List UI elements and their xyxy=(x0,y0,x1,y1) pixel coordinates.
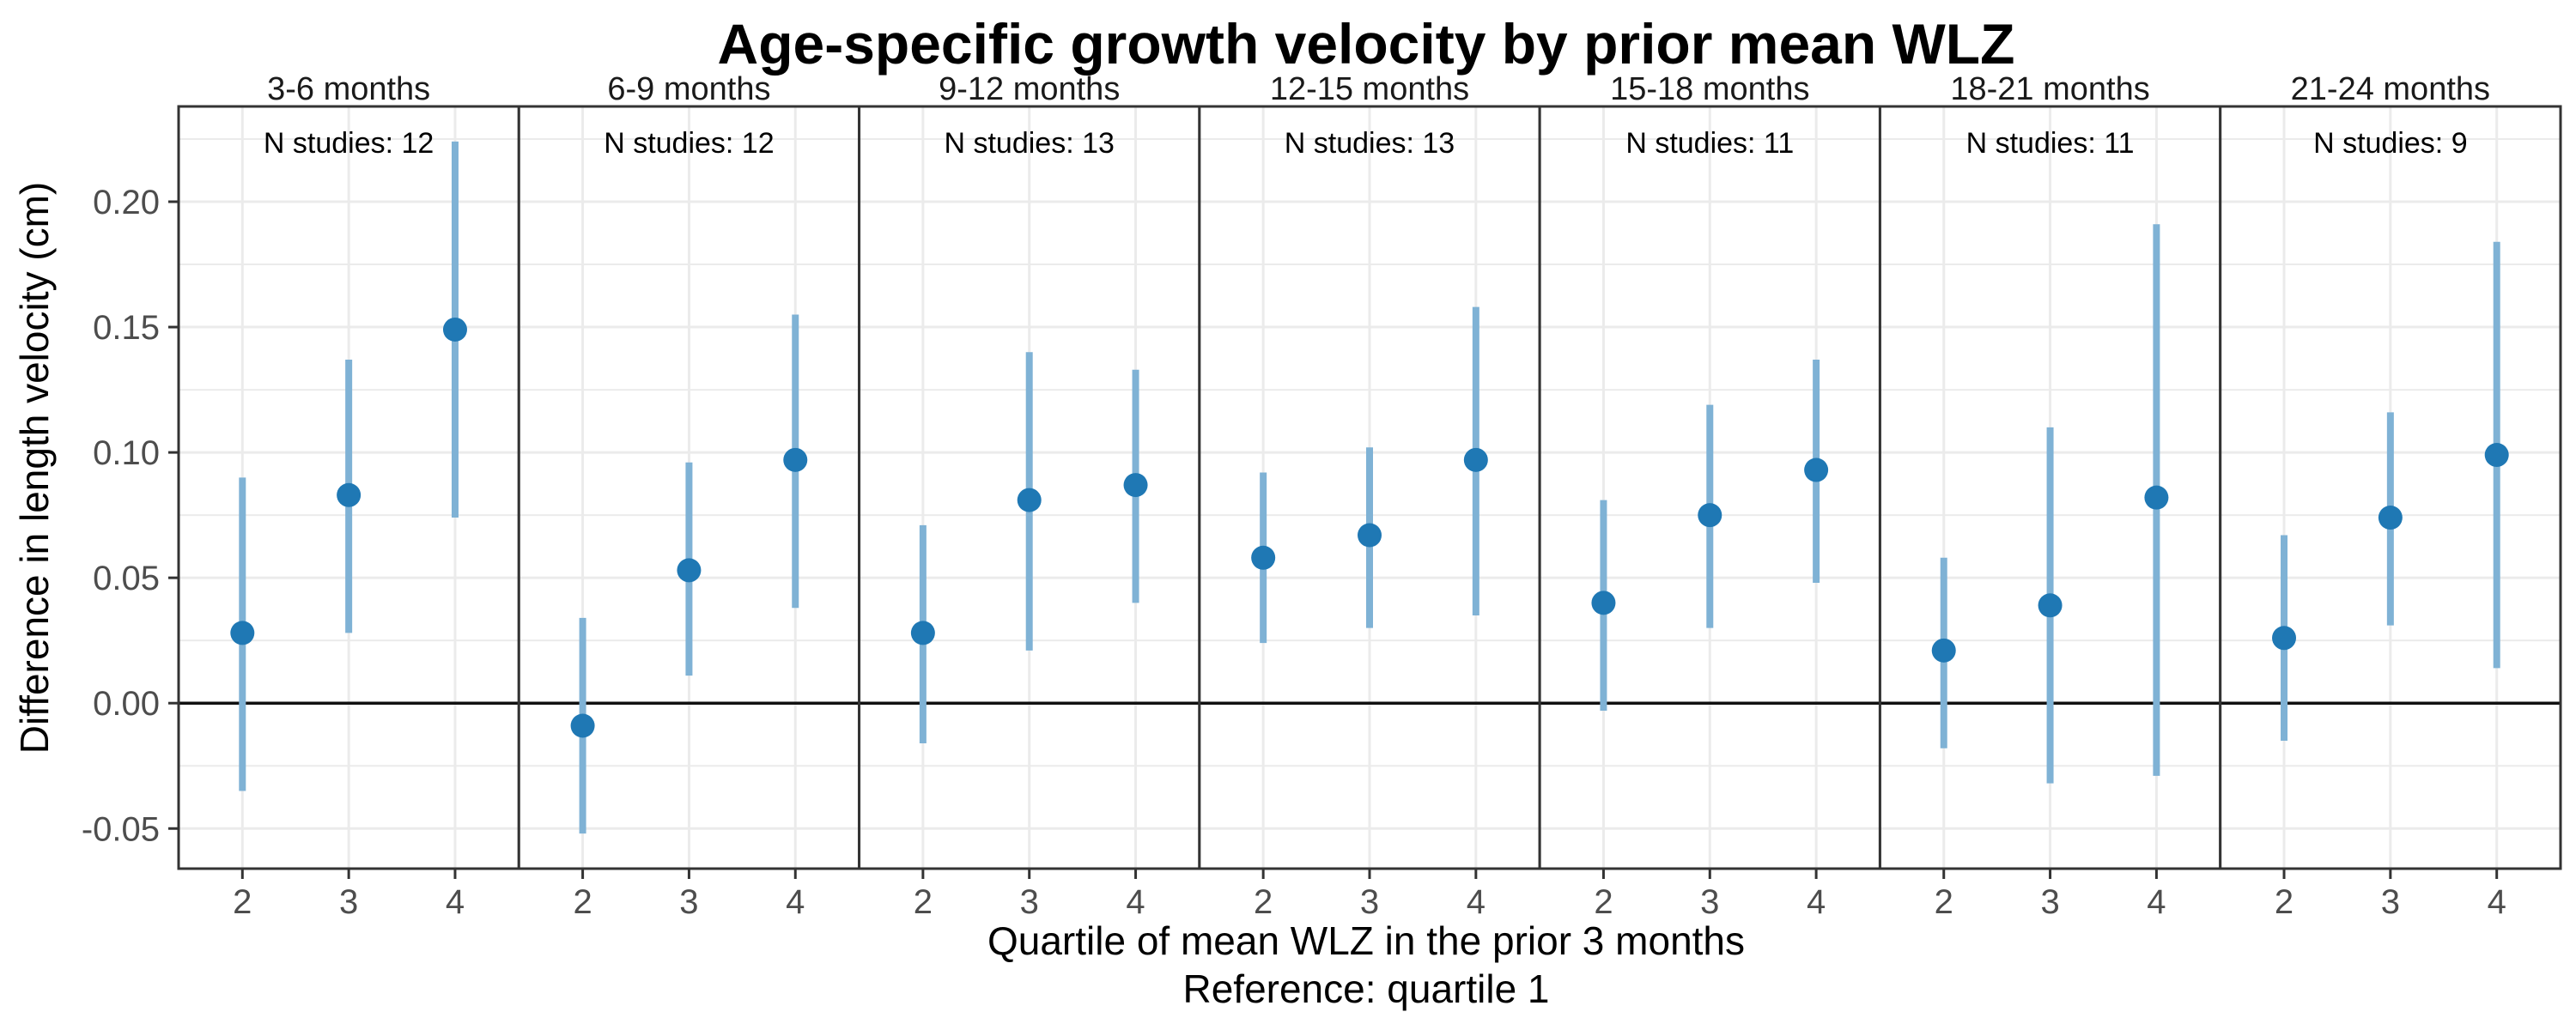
estimate-point xyxy=(2378,506,2403,530)
x-axis-label-reference: Reference: quartile 1 xyxy=(1182,966,1549,1011)
estimate-point xyxy=(1463,447,1488,472)
n-studies-annotation: N studies: 13 xyxy=(944,127,1114,160)
y-axis-label: Difference in length velocity (cm) xyxy=(12,182,57,754)
x-tick-label: 3 xyxy=(2381,883,2400,921)
estimate-point xyxy=(1358,523,1382,548)
facet-panel: N studies: 11 15-18 months 2 3 4 xyxy=(1538,71,1881,921)
x-tick-label: 2 xyxy=(1254,883,1273,921)
x-tick-label: 2 xyxy=(573,883,592,921)
estimate-point xyxy=(442,317,467,342)
x-tick-label: 3 xyxy=(1020,883,1039,921)
x-tick-label: 4 xyxy=(2488,883,2506,921)
n-studies-annotation: N studies: 13 xyxy=(1285,127,1455,160)
n-studies-annotation: N studies: 9 xyxy=(2313,127,2468,160)
x-tick-label: 4 xyxy=(1467,883,1485,921)
estimate-point xyxy=(1591,591,1616,615)
estimate-point xyxy=(570,713,595,738)
x-tick-label: 2 xyxy=(1594,883,1613,921)
x-tick-label: 2 xyxy=(2275,883,2293,921)
estimate-point xyxy=(337,482,361,507)
facet-panel: N studies: 13 12-15 months 2 3 4 xyxy=(1198,71,1541,921)
n-studies-annotation: N studies: 11 xyxy=(1625,127,1794,160)
y-tick-label: -0.05 xyxy=(82,810,160,848)
estimate-point xyxy=(1251,545,1276,570)
facet-strip-label: 18-21 months xyxy=(1950,71,2149,107)
facet-panel: N studies: 13 9-12 months 2 3 4 xyxy=(858,71,1201,921)
y-tick-label: 0.00 xyxy=(93,685,160,723)
x-tick-label: 4 xyxy=(786,883,805,921)
x-tick-label: 4 xyxy=(1807,883,1826,921)
facet-panels: N studies: 12 3-6 months 2 3 4 N studies: 12 6… xyxy=(177,71,2562,921)
y-tick-label: 0.15 xyxy=(93,309,160,347)
estimate-point xyxy=(1804,457,1829,482)
x-tick-label: 2 xyxy=(914,883,933,921)
x-tick-label: 3 xyxy=(1700,883,1719,921)
y-tick-label: 0.05 xyxy=(93,560,160,597)
estimate-point xyxy=(2038,593,2063,618)
facet-strip-label: 9-12 months xyxy=(939,71,1120,107)
estimate-point xyxy=(2272,626,2297,651)
x-axis-label: Quartile of mean WLZ in the prior 3 mont… xyxy=(987,918,1745,963)
estimate-point xyxy=(783,447,808,472)
facet-strip-label: 6-9 months xyxy=(607,71,770,107)
estimate-point xyxy=(677,558,702,583)
facet-strip-label: 15-18 months xyxy=(1610,71,1809,107)
estimate-point xyxy=(2484,443,2509,468)
n-studies-annotation: N studies: 12 xyxy=(264,127,434,160)
n-studies-annotation: N studies: 11 xyxy=(1966,127,2135,160)
facet-panel: N studies: 12 6-9 months 2 3 4 xyxy=(517,71,861,921)
x-tick-label: 3 xyxy=(679,883,698,921)
x-tick-label: 3 xyxy=(2040,883,2059,921)
x-tick-label: 2 xyxy=(233,883,252,921)
n-studies-annotation: N studies: 12 xyxy=(604,127,774,160)
x-tick-label: 4 xyxy=(446,883,465,921)
y-tick-label: 0.10 xyxy=(93,434,160,472)
y-axis: -0.05 0.00 0.05 0.10 0.15 0.20 xyxy=(82,184,179,848)
x-tick-label: 2 xyxy=(1935,883,1953,921)
chart-title: Age-specific growth velocity by prior me… xyxy=(718,12,2015,76)
facet-strip-label: 21-24 months xyxy=(2291,71,2490,107)
estimate-point xyxy=(230,621,255,645)
estimate-point xyxy=(2144,485,2169,510)
facet-panel: N studies: 9 21-24 months 2 3 4 xyxy=(2219,71,2562,921)
facet-panel: N studies: 12 3-6 months 2 3 4 xyxy=(177,71,520,921)
facet-panel: N studies: 11 18-21 months 2 3 4 xyxy=(1878,71,2222,921)
estimate-point xyxy=(1698,503,1722,528)
x-tick-label: 4 xyxy=(2147,883,2166,921)
estimate-point xyxy=(1931,638,1956,663)
facet-strip-label: 12-15 months xyxy=(1270,71,1469,107)
estimate-point xyxy=(910,621,935,645)
x-tick-label: 3 xyxy=(339,883,358,921)
facet-strip-label: 3-6 months xyxy=(267,71,430,107)
x-tick-label: 4 xyxy=(1126,883,1145,921)
y-tick-label: 0.20 xyxy=(93,184,160,221)
estimate-point xyxy=(1123,473,1148,498)
x-tick-label: 3 xyxy=(1360,883,1379,921)
estimate-point xyxy=(1017,488,1042,512)
